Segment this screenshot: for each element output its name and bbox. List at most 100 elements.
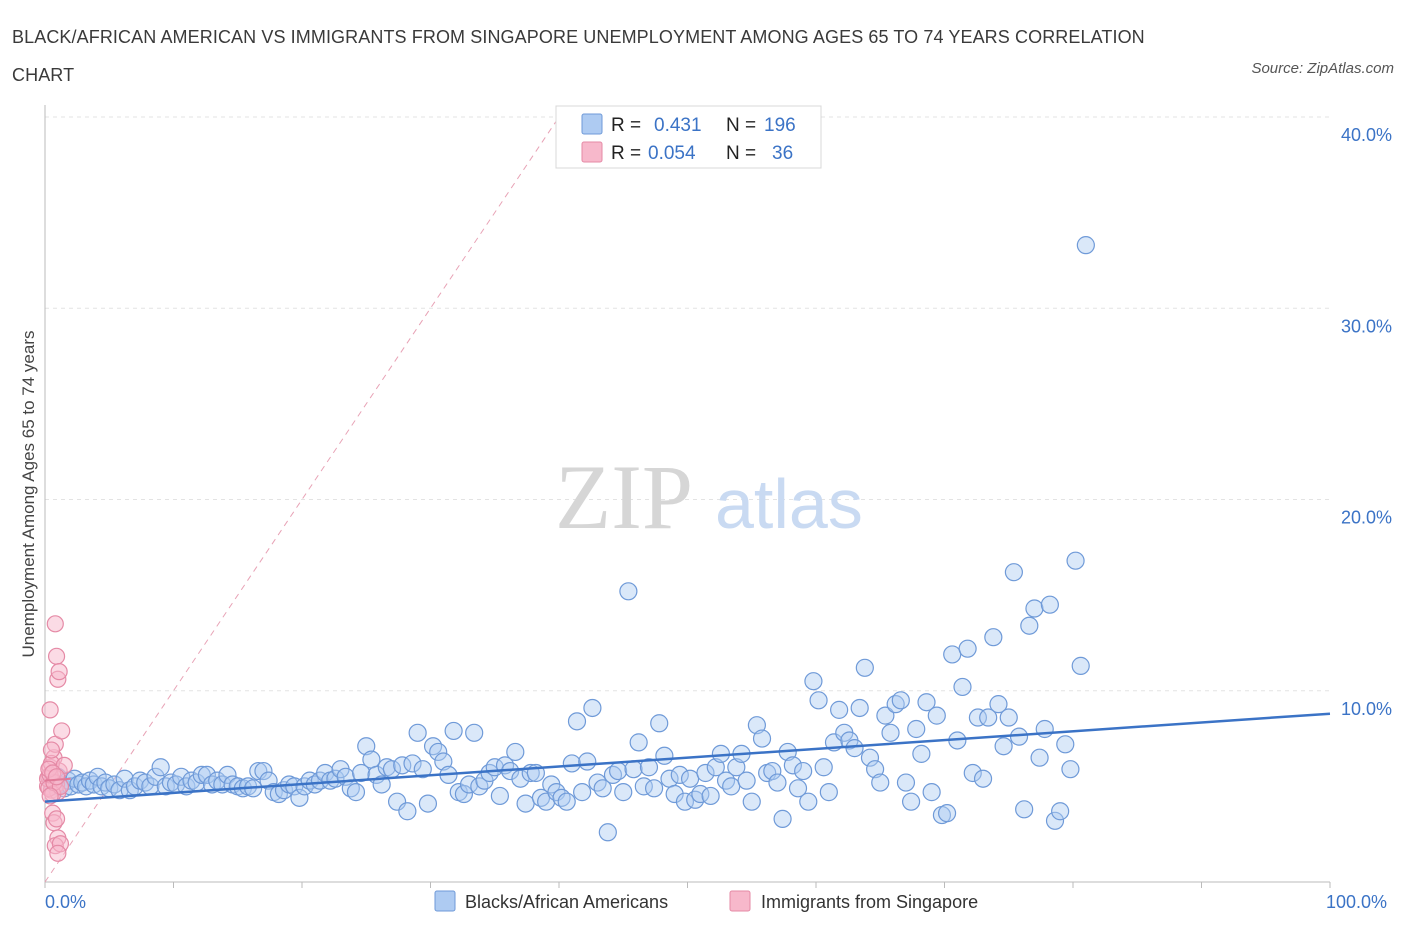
singapore-point [47, 768, 66, 786]
y-axis-label: Unemployment Among Ages 65 to 74 years [19, 331, 38, 658]
blacks-point [958, 639, 977, 658]
watermark-atlas: atlas [715, 465, 863, 543]
blacks-point [860, 748, 880, 767]
blacks-point [578, 752, 597, 771]
blacks-point [1040, 595, 1059, 614]
blacks-point [979, 708, 998, 727]
blacks-point [701, 786, 720, 806]
blacks-point [845, 739, 864, 758]
blacks-point [989, 695, 1008, 714]
blacks-point [706, 758, 725, 777]
trend-line-singapore [44, 777, 71, 782]
legend-r-value-1: 0.431 [654, 115, 702, 136]
singapore-point [50, 663, 68, 681]
legend-n-value-2: 36 [772, 143, 793, 164]
blacks-point [814, 758, 833, 777]
watermark: ZIP atlas [555, 446, 863, 548]
series-legend: Blacks/African Americans Immigrants from… [434, 890, 978, 912]
legend-swatch-blue [581, 113, 603, 135]
blacks-point [115, 769, 134, 788]
blacks-point [768, 773, 787, 792]
blacks-point [110, 781, 129, 800]
blacks-point [819, 783, 838, 802]
blacks-point [583, 698, 602, 718]
blacks-point [1061, 760, 1080, 779]
blacks-point [922, 783, 941, 802]
blacks-point [830, 700, 849, 719]
bottom-legend-swatch-blue [434, 890, 456, 912]
blacks-point [1015, 800, 1034, 819]
blacks-point [644, 779, 664, 798]
blacks-point [557, 792, 576, 811]
blacks-point [881, 723, 900, 742]
singapore-point [41, 701, 59, 719]
blacks-point [197, 765, 217, 785]
blacks-point [752, 729, 772, 748]
blacks-point [680, 769, 700, 788]
blacks-point [470, 777, 489, 796]
blacks-point [927, 706, 946, 725]
blacks-point [866, 760, 885, 779]
blacks-point [490, 786, 509, 806]
blacks-point [434, 752, 453, 771]
blacks-point [891, 691, 910, 710]
blacks-point [799, 792, 818, 811]
x-tick-min: 0.0% [45, 892, 86, 912]
blacks-point [357, 737, 376, 756]
blacks-point [716, 771, 736, 790]
blacks-point [408, 723, 427, 742]
y-tick-label-2: 30.0% [1341, 316, 1392, 336]
y-tick-label-1: 20.0% [1341, 508, 1392, 528]
blacks-point [788, 779, 808, 798]
trend-line-blacks [44, 712, 1331, 803]
legend-r-value-2: 0.054 [648, 143, 696, 164]
bottom-legend-label-pink: Immigrants from Singapore [761, 892, 978, 912]
blacks-point [598, 823, 617, 842]
blacks-point [871, 773, 890, 792]
blacks-point [629, 733, 648, 752]
blacks-point [1066, 551, 1085, 570]
blacks-point [346, 783, 366, 802]
chart-title: BLACK/AFRICAN AMERICAN VS IMMIGRANTS FRO… [12, 27, 1145, 85]
gridlines [45, 116, 1330, 692]
singapore-point [47, 810, 66, 828]
blacks-point [999, 708, 1018, 727]
trend-lines [44, 712, 1331, 803]
blacks-point [763, 761, 782, 781]
blacks-point [639, 758, 659, 777]
blacks-point [896, 773, 916, 792]
blacks-point [994, 737, 1013, 756]
blacks-point [290, 788, 309, 807]
blacks-point [454, 784, 474, 804]
blacks-point [1045, 811, 1065, 830]
blacks-point [809, 691, 828, 710]
singapore-point [47, 647, 66, 665]
blacks-point [423, 737, 443, 756]
blacks-point [973, 769, 993, 788]
blacks-point [465, 723, 484, 742]
blacks-point [670, 765, 689, 785]
blacks-point [614, 783, 633, 802]
blacks-point [506, 742, 525, 762]
blacks-point [1056, 735, 1075, 754]
blacks-point [953, 677, 972, 697]
source-label: Source: ZipAtlas.com [1251, 60, 1394, 77]
singapore-point [46, 615, 64, 633]
blacks-point [804, 672, 823, 691]
blacks-point [516, 794, 535, 813]
singapore-point [53, 722, 71, 740]
blacks-point [573, 783, 592, 802]
blacks-point [619, 582, 638, 601]
blacks-point [912, 744, 931, 763]
blacks-point [403, 754, 422, 773]
blacks-point [218, 765, 237, 785]
blacks-point [562, 754, 581, 773]
blacks-point [968, 708, 988, 727]
blacks-point [444, 721, 463, 741]
correlation-legend: R = 0.431 N = 196 R = 0.054 N = 36 [555, 105, 822, 169]
blacks-point [352, 763, 371, 783]
blacks-point [937, 804, 957, 823]
blacks-point [1025, 599, 1044, 618]
blacks-point [747, 716, 766, 735]
